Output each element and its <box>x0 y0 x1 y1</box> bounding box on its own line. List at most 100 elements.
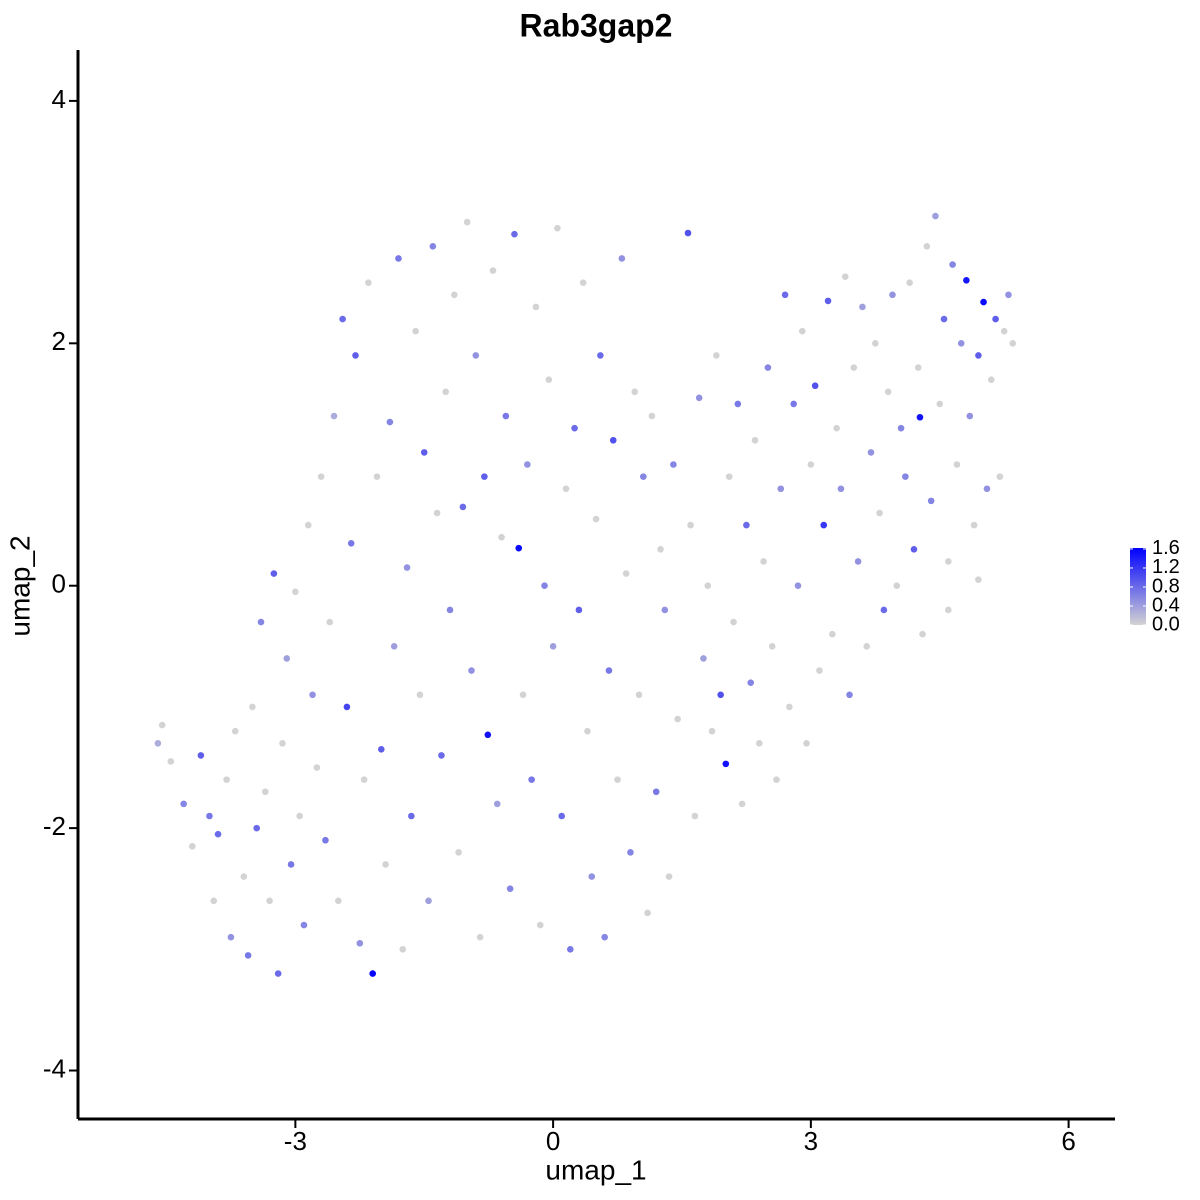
x-tick-label: 6 <box>1061 1126 1075 1156</box>
point <box>914 364 922 371</box>
point <box>188 842 196 850</box>
point <box>549 643 557 650</box>
point <box>919 630 926 638</box>
point <box>296 812 303 820</box>
point <box>231 727 239 735</box>
point <box>511 230 518 238</box>
point <box>369 970 376 977</box>
point <box>798 327 806 335</box>
point <box>451 291 458 299</box>
point <box>829 630 836 638</box>
point <box>180 800 187 808</box>
point <box>987 376 995 383</box>
point <box>425 897 432 905</box>
point <box>304 521 312 529</box>
point <box>227 933 235 941</box>
point <box>506 885 514 893</box>
point <box>841 273 849 280</box>
point <box>468 667 475 674</box>
point <box>820 521 828 529</box>
point <box>197 752 205 759</box>
point <box>704 582 712 590</box>
point <box>751 436 759 444</box>
point <box>627 849 634 856</box>
point <box>300 921 308 929</box>
point <box>884 388 892 396</box>
point <box>644 909 651 917</box>
point <box>811 382 819 390</box>
point <box>756 739 763 747</box>
point <box>880 606 888 614</box>
point <box>609 436 617 444</box>
point <box>536 921 544 929</box>
point <box>889 291 896 299</box>
point <box>717 691 724 699</box>
point <box>790 400 797 408</box>
point <box>360 776 368 783</box>
point <box>588 873 596 880</box>
point <box>412 327 419 335</box>
point <box>816 667 823 674</box>
point <box>945 606 952 614</box>
point <box>936 400 944 408</box>
point <box>502 412 510 420</box>
point <box>605 667 613 674</box>
point <box>777 485 785 493</box>
y-axis-title: umap_2 <box>4 535 35 636</box>
point <box>695 394 703 402</box>
point <box>713 352 720 359</box>
point <box>528 776 535 783</box>
point <box>253 824 261 832</box>
point <box>167 758 175 765</box>
point <box>1005 291 1012 299</box>
point <box>403 564 411 571</box>
point <box>949 261 956 268</box>
point <box>665 873 673 880</box>
point <box>313 764 321 771</box>
point <box>803 739 810 747</box>
point <box>484 731 492 739</box>
point <box>923 243 931 250</box>
point <box>618 255 626 262</box>
point <box>429 243 437 250</box>
point <box>768 643 776 650</box>
point <box>837 485 845 493</box>
point <box>893 582 901 590</box>
point <box>743 521 750 529</box>
point <box>614 776 621 783</box>
point <box>395 255 402 262</box>
point <box>657 546 664 553</box>
point <box>910 546 918 553</box>
point <box>438 752 445 759</box>
point <box>850 364 858 371</box>
point <box>541 582 548 590</box>
point <box>287 861 295 868</box>
x-axis-title: umap_1 <box>545 1154 646 1185</box>
y-tick-label: 0 <box>52 569 66 599</box>
point <box>747 679 755 686</box>
point <box>356 939 364 947</box>
point <box>970 521 978 529</box>
y-tick-label: -2 <box>43 811 66 841</box>
point <box>446 606 454 614</box>
point <box>975 576 982 583</box>
point <box>953 461 961 468</box>
point <box>916 413 924 421</box>
point <box>730 618 737 626</box>
point <box>691 812 699 820</box>
point <box>558 812 566 820</box>
point <box>640 473 647 480</box>
point <box>963 276 970 284</box>
point <box>420 449 428 456</box>
point <box>266 897 273 905</box>
point <box>498 533 505 541</box>
point <box>579 279 587 287</box>
point <box>566 946 574 953</box>
point <box>244 952 252 959</box>
point <box>270 570 278 577</box>
point <box>554 224 561 232</box>
point <box>773 776 780 783</box>
point <box>738 800 746 808</box>
